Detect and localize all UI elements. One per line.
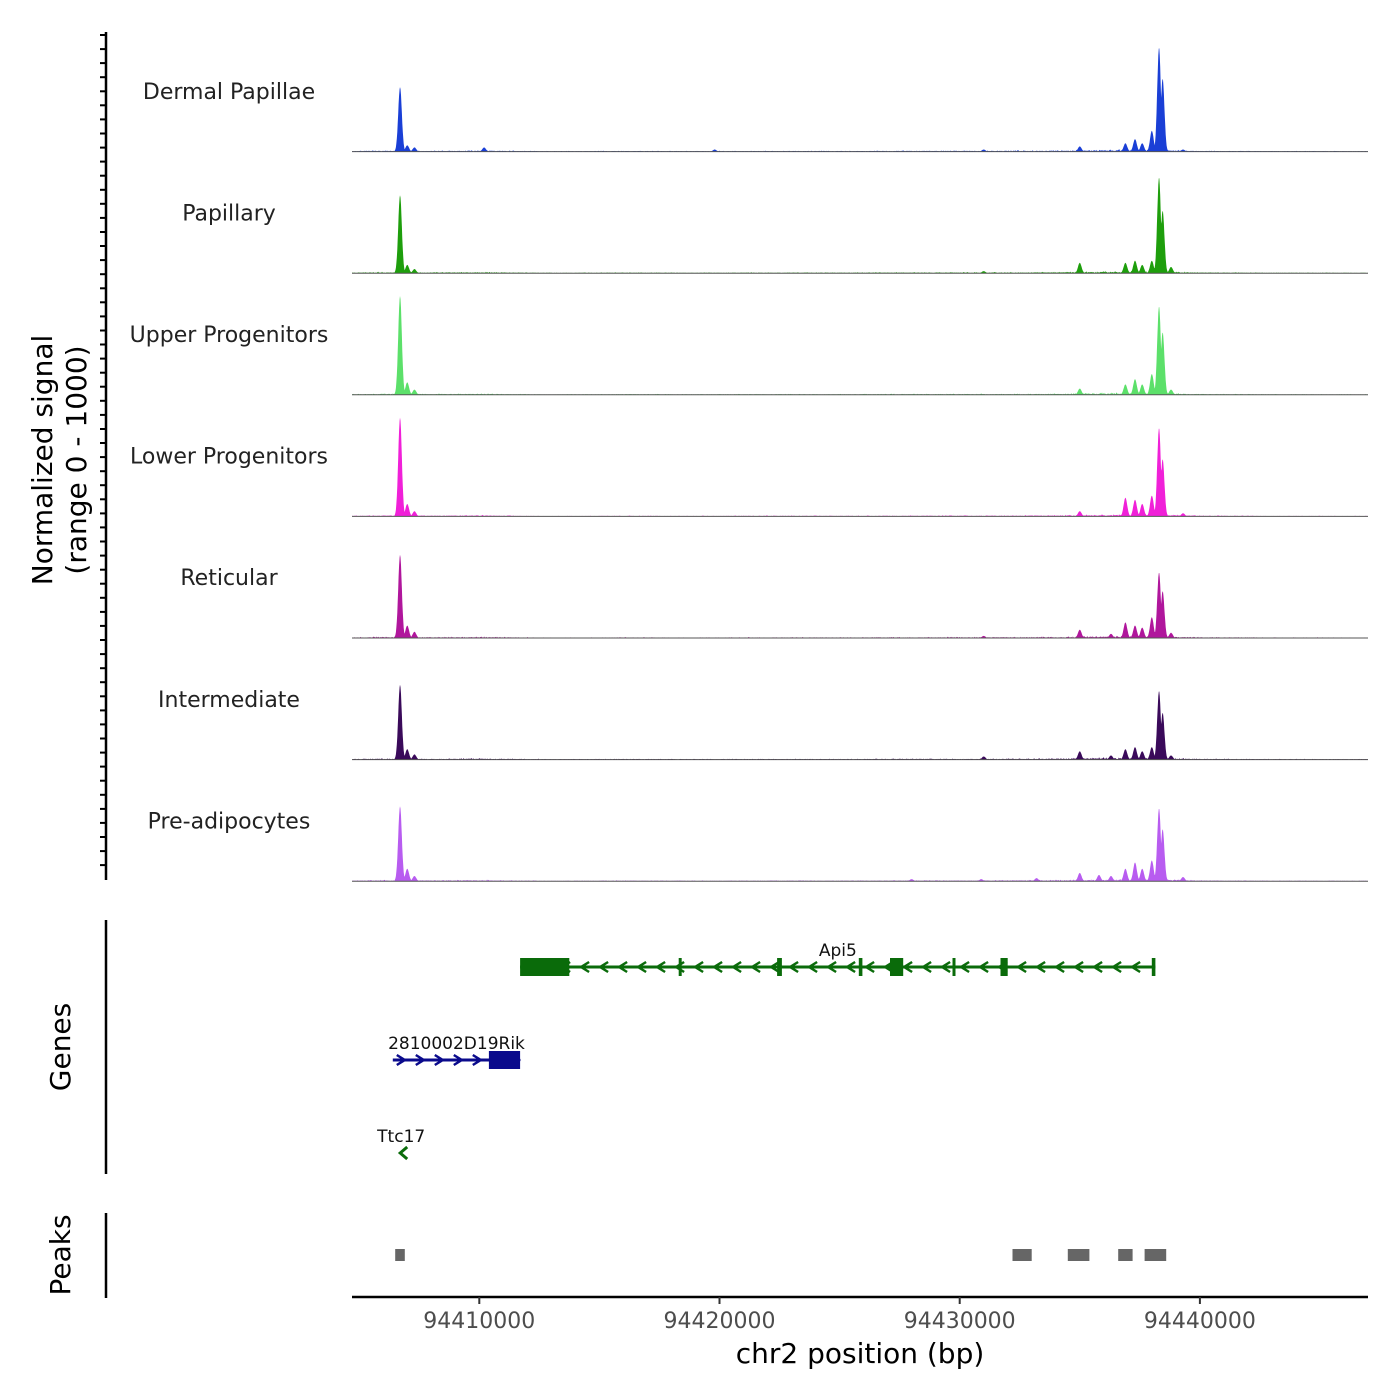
strand-arrow <box>453 1053 465 1067</box>
peak-region <box>1118 1249 1133 1261</box>
strand-arrow <box>616 960 628 974</box>
strand-arrow <box>1072 960 1084 974</box>
peak-region <box>1012 1249 1032 1261</box>
gene-exon <box>777 958 782 976</box>
track-label: Upper Progenitors <box>130 323 329 348</box>
strand-arrow <box>1034 960 1046 974</box>
strand-arrow <box>844 960 856 974</box>
strand-arrow <box>1053 960 1065 974</box>
strand-arrow <box>654 960 666 974</box>
gene-model: Api5 <box>520 941 1156 976</box>
peak-region <box>1144 1249 1167 1261</box>
track-label: Pre-adipocytes <box>148 809 311 834</box>
strand-arrow <box>635 960 647 974</box>
coverage-tracks: Dermal Papillae Papillary Upper Progenitor… <box>130 48 1368 882</box>
gene-label: 2810002D19Rik <box>388 1034 525 1054</box>
x-tick-label: 94410000 <box>423 1309 535 1334</box>
gene-exon <box>890 958 904 976</box>
genes-track: Api5 2810002D19Rik Ttc17 <box>376 941 1156 1161</box>
strand-arrow <box>415 1053 427 1067</box>
coverage-track: Lower Progenitors <box>130 417 1368 517</box>
peak-region <box>1067 1249 1090 1261</box>
gene-exon <box>858 958 863 976</box>
x-tick-label: 94420000 <box>664 1309 776 1334</box>
strand-arrow <box>730 960 742 974</box>
x-axis-title: chr2 position (bp) <box>736 1337 985 1370</box>
gene-exon <box>1000 958 1008 976</box>
track-label: Dermal Papillae <box>143 80 315 105</box>
coverage-track: Dermal Papillae <box>143 48 1368 153</box>
coverage-track: Reticular <box>180 554 1368 639</box>
coverage-track: Intermediate <box>158 684 1368 761</box>
strand-arrow <box>768 960 780 974</box>
strand-arrow <box>787 960 799 974</box>
gene-exon <box>952 958 956 976</box>
peaks-track-title: Peaks <box>44 1214 77 1295</box>
track-label: Reticular <box>180 566 278 591</box>
strand-arrow <box>749 960 761 974</box>
gene-model: Ttc17 <box>376 1127 425 1161</box>
gene-model: 2810002D19Rik <box>388 1034 525 1069</box>
strand-arrow <box>958 960 970 974</box>
x-axis: 94410000 94420000 94430000 94440000 <box>352 1295 1368 1334</box>
track-label: Papillary <box>182 201 276 226</box>
peaks-track <box>395 1249 1167 1261</box>
genes-track-title: Genes <box>44 1003 77 1091</box>
coverage-track: Pre-adipocytes <box>148 806 1368 882</box>
x-tick-label: 94430000 <box>904 1309 1016 1334</box>
strand-arrow <box>901 960 913 974</box>
strand-arrow <box>920 960 932 974</box>
strand-arrow <box>692 960 704 974</box>
gene-exon <box>1151 958 1156 976</box>
strand-arrow <box>1110 960 1122 974</box>
y-axis-title: Normalized signal (range 0 - 1000) <box>26 335 93 586</box>
strand-arrow <box>863 960 875 974</box>
strand-arrow <box>396 1053 408 1067</box>
track-label: Lower Progenitors <box>130 445 328 470</box>
track-label: Intermediate <box>158 688 300 713</box>
strand-arrow <box>939 960 951 974</box>
x-tick-label: 94440000 <box>1144 1309 1256 1334</box>
strand-arrow <box>1129 960 1141 974</box>
strand-arrow <box>1015 960 1027 974</box>
gene-label: Ttc17 <box>376 1127 425 1147</box>
gene-exon <box>678 958 682 976</box>
coverage-y-axis <box>100 32 108 880</box>
strand-arrow <box>977 960 989 974</box>
gene-label: Api5 <box>819 941 857 961</box>
strand-arrow <box>434 1053 446 1067</box>
strand-arrow <box>806 960 818 974</box>
strand-arrow <box>472 1053 484 1067</box>
y-axis-title-line1: Normalized signal <box>26 335 59 586</box>
coverage-track: Upper Progenitors <box>130 296 1368 396</box>
y-axis-title-line2: (range 0 - 1000) <box>60 345 93 574</box>
strand-arrow <box>711 960 723 974</box>
gene-exon <box>488 1051 521 1069</box>
strand-arrow <box>578 960 590 974</box>
strand-arrow <box>1091 960 1103 974</box>
strand-arrow <box>397 1145 409 1161</box>
gene-exon <box>520 958 570 976</box>
strand-arrow <box>597 960 609 974</box>
peak-region <box>395 1249 405 1261</box>
strand-arrow <box>825 960 837 974</box>
coverage-track: Papillary <box>182 178 1368 274</box>
